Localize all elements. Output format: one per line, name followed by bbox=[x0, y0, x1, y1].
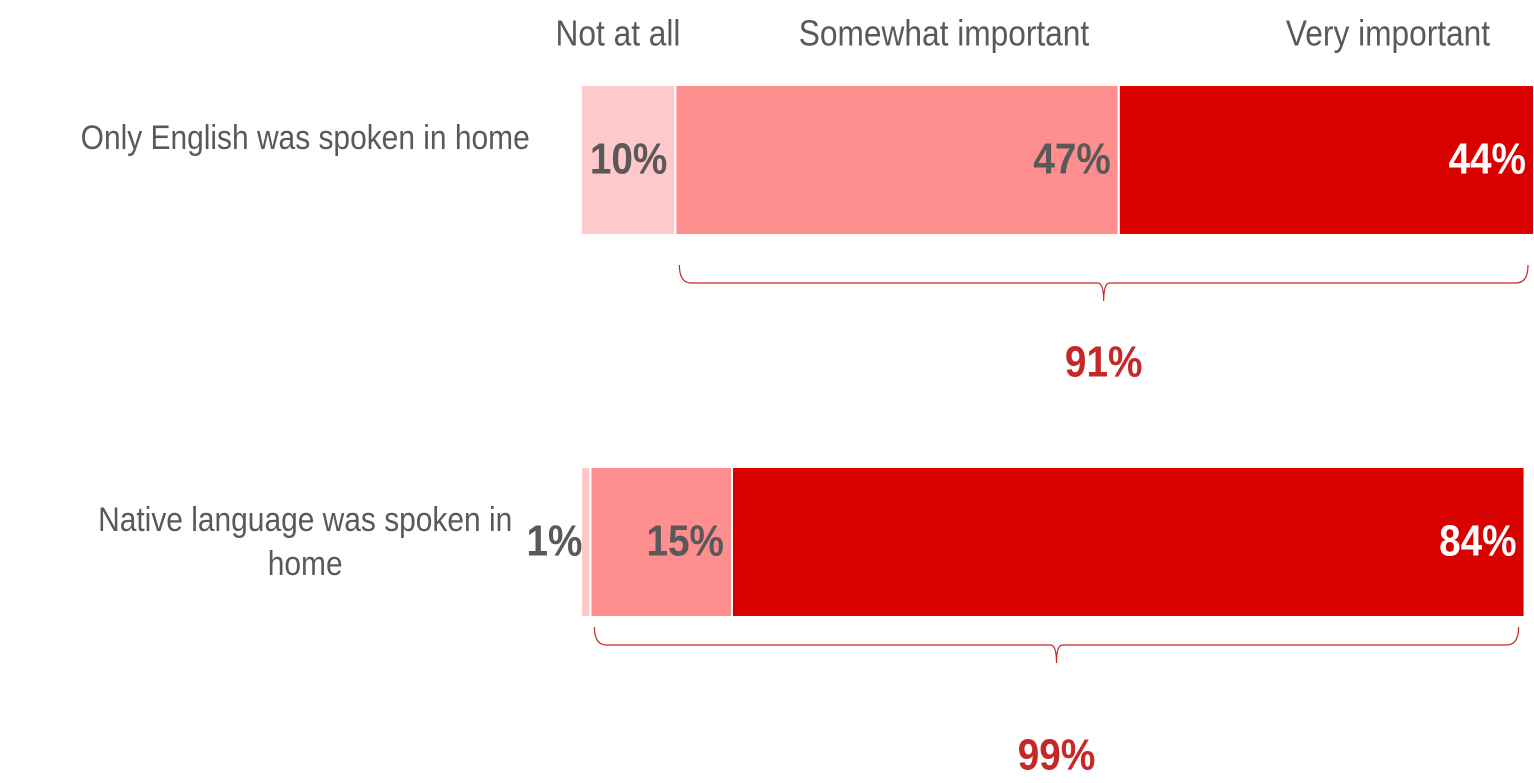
value-label: 47% bbox=[1033, 133, 1110, 183]
total-brace bbox=[593, 626, 1520, 664]
value-label: 84% bbox=[1439, 515, 1516, 565]
legend-label: Somewhat important bbox=[799, 14, 1090, 54]
legend-label: Very important bbox=[1286, 14, 1491, 54]
value-label: 1% bbox=[526, 515, 582, 565]
bar-segment bbox=[1117, 84, 1534, 236]
bar-segment bbox=[589, 466, 733, 618]
total-brace bbox=[678, 264, 1529, 302]
total-label: 99% bbox=[1018, 729, 1095, 779]
bar-segment bbox=[674, 84, 1120, 236]
total-label: 91% bbox=[1065, 336, 1142, 386]
bar-segment bbox=[730, 466, 1526, 618]
value-label: 44% bbox=[1449, 133, 1526, 183]
legend-label: Not at all bbox=[556, 14, 681, 54]
value-label: 10% bbox=[590, 133, 667, 183]
category-label: Only English was spoken in home bbox=[80, 119, 530, 157]
value-label: 15% bbox=[646, 515, 723, 565]
category-label: Native language was spoken in home bbox=[98, 501, 513, 583]
